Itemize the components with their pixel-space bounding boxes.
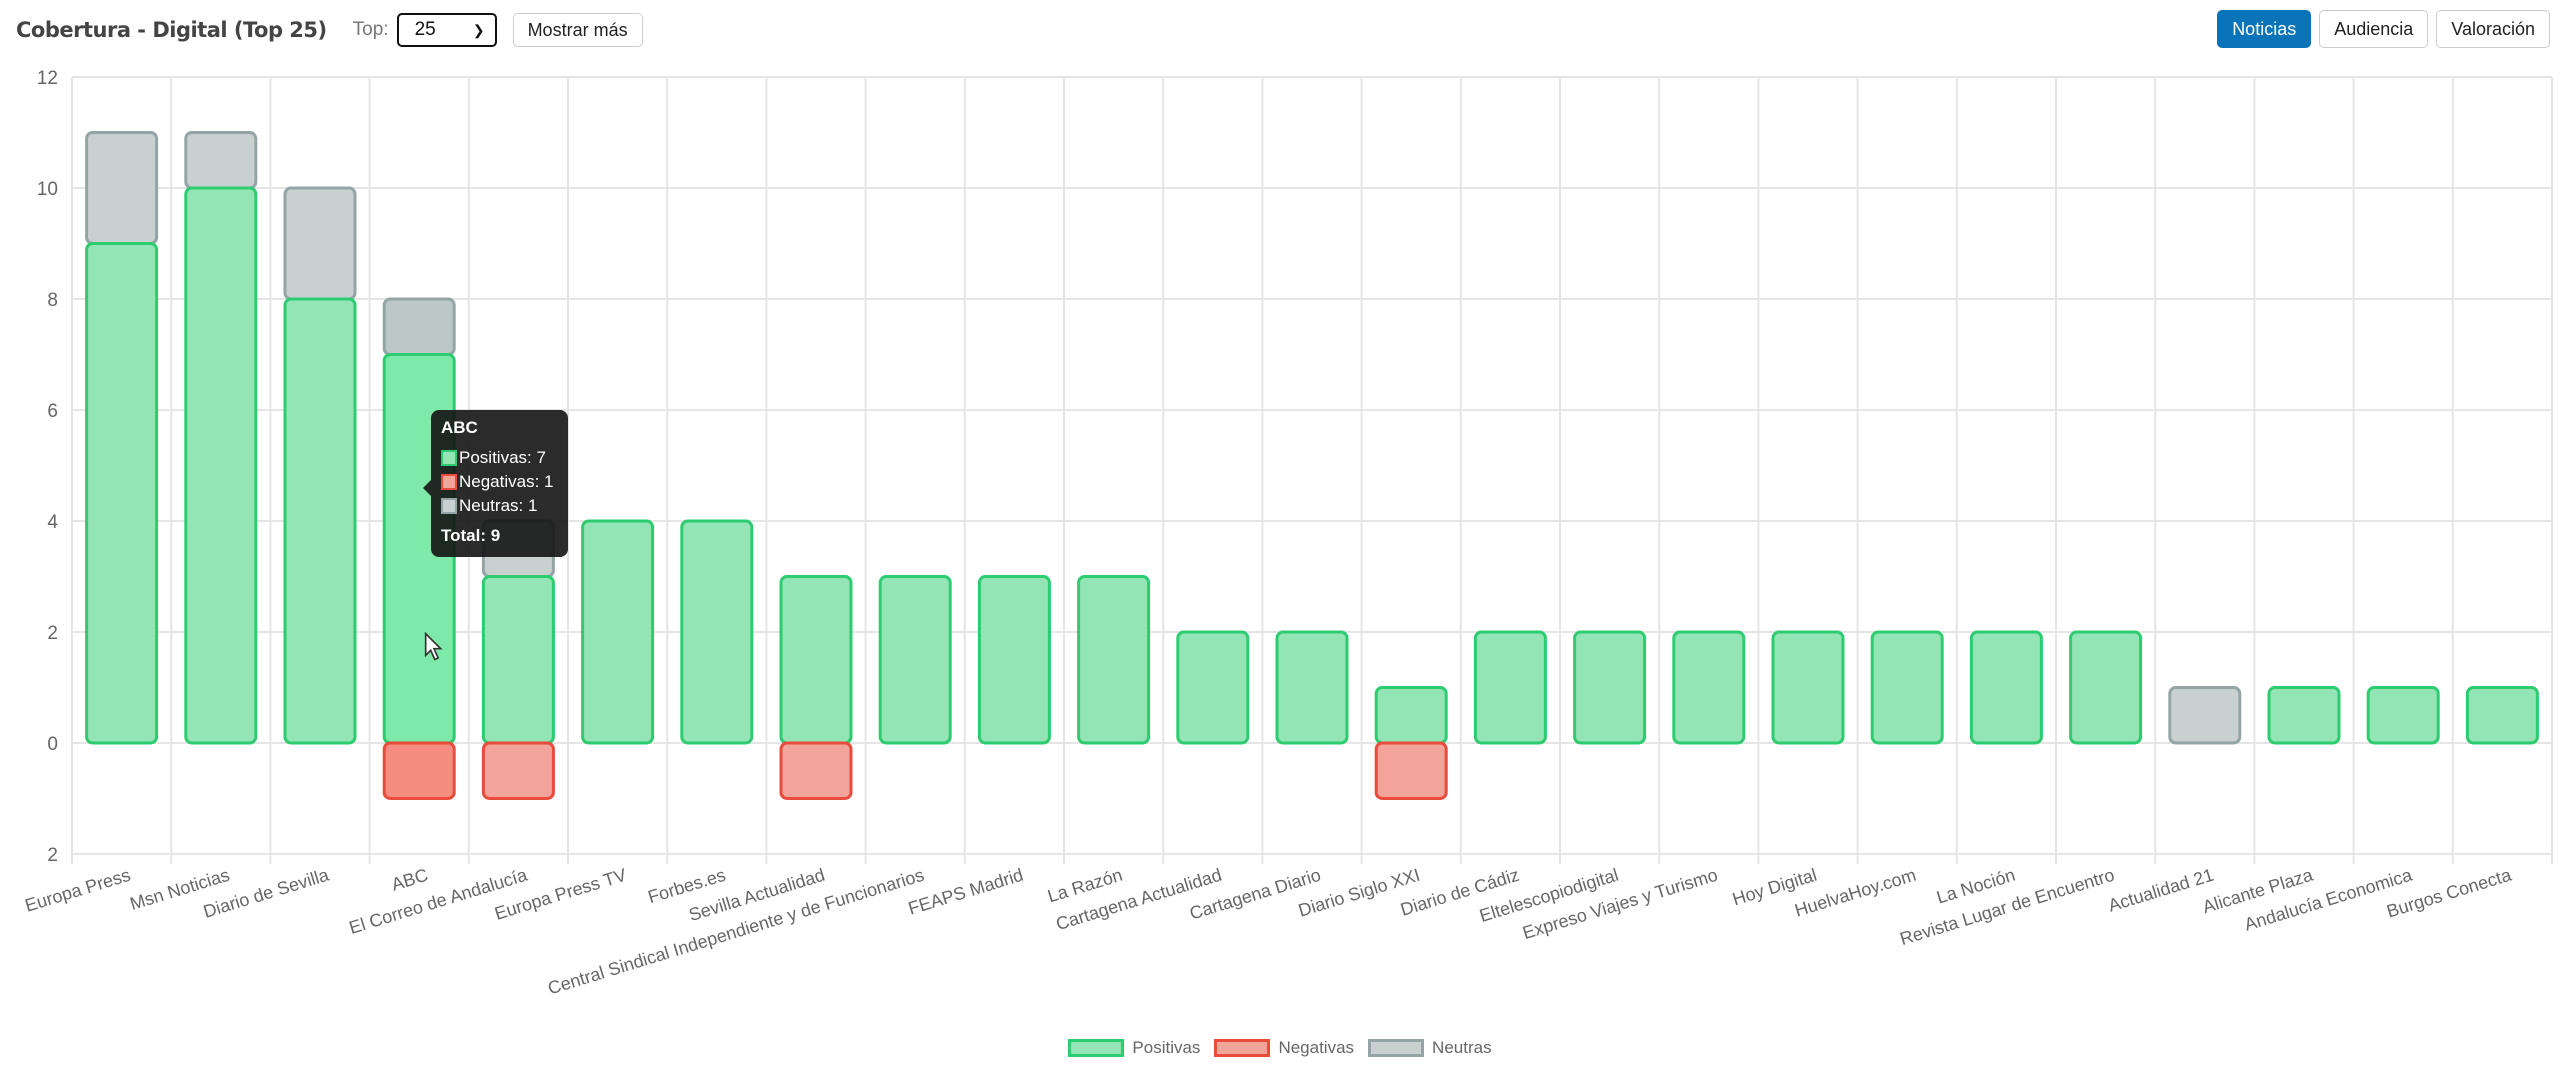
x-tick-label: Europa Press <box>23 865 133 916</box>
bar-positivas <box>2069 630 2143 745</box>
tooltip-title: ABC <box>441 418 478 437</box>
bar-positivas <box>1077 575 1151 745</box>
legend: Positivas Negativas Neutras <box>0 1038 2560 1058</box>
negativas-swatch <box>441 474 457 490</box>
bar-neutras <box>2168 686 2242 745</box>
chart-header: Cobertura - Digital (Top 25) Top: 25 ❯ Mo… <box>16 10 643 50</box>
bar-positivas <box>481 575 555 745</box>
top-select[interactable]: 25 ❯ <box>396 13 497 47</box>
audiencia-button[interactable]: Audiencia <box>2319 10 2429 48</box>
bar-positivas <box>2267 686 2341 745</box>
legend-swatch <box>1214 1039 1271 1057</box>
bar-neutras <box>283 186 357 301</box>
bar-positivas <box>283 297 357 745</box>
bar-positivas <box>1275 630 1349 745</box>
valoracion-button[interactable]: Valoración <box>2436 10 2550 48</box>
bar-positivas <box>1176 630 1250 745</box>
legend-label: Neutras <box>1432 1038 1492 1057</box>
bar-positivas <box>581 519 655 745</box>
tooltip-negativas: Negativas: 1 <box>459 472 554 491</box>
bar-negativas <box>481 741 555 800</box>
bar-negativas <box>1374 741 1448 800</box>
legend-positivas[interactable]: Positivas <box>1068 1038 1200 1058</box>
bar-neutras <box>184 131 258 190</box>
bar-positivas <box>1374 686 1448 745</box>
tooltip: ABC Positivas: 7 Negativas: 1 Neutras: 1… <box>423 410 568 557</box>
bar-positivas <box>85 242 159 745</box>
x-tick-label: Andalucía Economica <box>2242 864 2415 934</box>
show-more-button[interactable]: Mostrar más <box>512 13 643 47</box>
y-tick-label: 6 <box>47 401 58 422</box>
bar-neutras <box>85 131 159 245</box>
bar-neutras <box>382 297 456 356</box>
bar-positivas <box>1870 630 1944 745</box>
bar-positivas <box>2366 686 2440 745</box>
view-toggle: Noticias Audiencia Valoración <box>2217 10 2550 48</box>
legend-label: Positivas <box>1132 1038 1201 1057</box>
bar-positivas <box>779 575 853 745</box>
x-tick-label: ABC <box>389 865 430 895</box>
bar-negativas <box>779 741 853 800</box>
legend-negativas[interactable]: Negativas <box>1214 1038 1354 1058</box>
bar-positivas <box>977 575 1051 745</box>
noticias-button[interactable]: Noticias <box>2217 10 2312 48</box>
x-tick-label: Actualidad 21 <box>2106 865 2216 916</box>
y-tick-label: 4 <box>47 512 58 533</box>
y-tick-label: 2 <box>47 845 58 866</box>
tooltip-positivas: Positivas: 7 <box>459 448 546 467</box>
y-tick-label: 10 <box>37 179 58 200</box>
y-tick-label: 2 <box>47 623 58 644</box>
bar-positivas <box>184 186 258 745</box>
bar-positivas <box>2465 686 2539 745</box>
bar-positivas <box>1771 630 1845 745</box>
legend-swatch <box>1068 1039 1125 1057</box>
bar-positivas <box>1573 630 1647 745</box>
y-tick-label: 8 <box>47 290 58 311</box>
legend-label: Negativas <box>1278 1038 1355 1057</box>
chevron-down-icon: ❯ <box>472 21 485 38</box>
bar-positivas <box>878 575 952 745</box>
legend-neutras[interactable]: Neutras <box>1368 1038 1492 1058</box>
bar-positivas <box>1672 630 1746 745</box>
neutras-swatch <box>441 498 457 514</box>
top-select-value: 25 <box>414 19 436 40</box>
bar-positivas <box>1969 630 2043 745</box>
x-tick-label: FEAPS Madrid <box>906 865 1026 919</box>
bar-positivas <box>680 519 754 745</box>
y-tick-label: 0 <box>47 734 58 755</box>
tooltip-total: Total: 9 <box>441 526 501 545</box>
top-label: Top: <box>352 19 389 40</box>
mouse-cursor-icon <box>424 632 443 661</box>
bar-negativas <box>382 741 456 800</box>
bar-positivas <box>1473 630 1547 745</box>
x-tick-label: Cartagena Actualidad <box>1054 865 1224 934</box>
legend-swatch <box>1368 1039 1425 1057</box>
tooltip-neutras: Neutras: 1 <box>459 496 538 515</box>
y-tick-label: 12 <box>37 68 58 89</box>
positivas-swatch <box>441 450 457 466</box>
chart-title: Cobertura - Digital (Top 25) <box>16 18 327 42</box>
